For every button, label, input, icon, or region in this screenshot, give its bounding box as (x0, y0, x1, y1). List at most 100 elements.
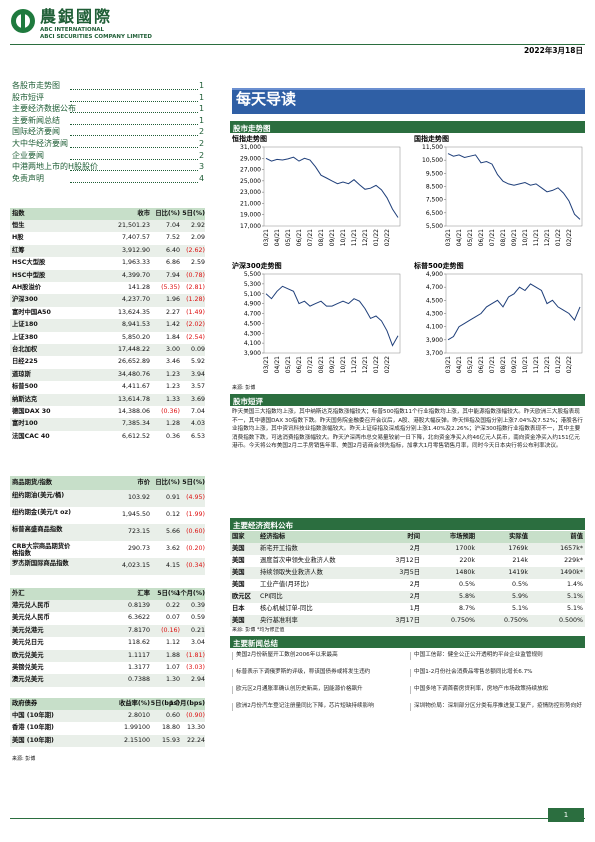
x-tick-label: 04/21 (274, 229, 281, 246)
table-row-bg (10, 418, 205, 431)
table-cell: 美国 (10年期) (12, 736, 54, 744)
table-cell: 1.30 (165, 676, 180, 684)
table-cell: 1.23 (165, 383, 180, 391)
table-cell: 13,614.78 (117, 395, 150, 403)
x-tick-label: 03/21 (263, 229, 270, 246)
x-tick-label: 11/21 (351, 356, 358, 373)
x-tick-label: 12/21 (362, 356, 369, 373)
x-tick-label: 10/21 (522, 356, 529, 373)
y-tick-label: 8,500 (426, 184, 443, 191)
table-cell: 英镑兑美元 (12, 663, 44, 671)
table-cell: 118.62 (127, 639, 150, 647)
table-cell: AH股溢价 (12, 283, 42, 291)
table-cell: 290.73 (127, 545, 150, 553)
table-cell: (2.02) (186, 321, 205, 329)
table-cell: 7.8170 (127, 626, 150, 634)
table-cell: 上证380 (12, 333, 38, 341)
table-header: 国家 (232, 533, 245, 540)
x-tick-label: 07/21 (307, 229, 314, 246)
table-cell: 3.46 (165, 358, 180, 366)
table-cell: 2.27 (165, 308, 180, 316)
table-cell: 恒生 (12, 221, 25, 229)
table-cell: 0.91 (165, 494, 180, 502)
table-cell: 34,480.76 (117, 370, 150, 378)
table-cell: 美国 (232, 616, 245, 624)
x-tick-label: 05/21 (467, 356, 474, 373)
toc-leader (70, 112, 198, 114)
x-tick-label: 08/21 (318, 229, 325, 246)
chart-title: 沪深300走势图 (232, 261, 282, 270)
table-cell: 澳元兑美元 (12, 676, 44, 684)
x-tick-label: 04/21 (456, 229, 463, 246)
table-cell: 0.750% (503, 616, 528, 624)
y-tick-label: 5,500 (426, 223, 443, 230)
table-header: 5日(%) (182, 210, 205, 217)
x-tick-label: 10/21 (522, 229, 529, 246)
table-row-bg (10, 490, 205, 507)
table-header: 前值 (570, 533, 583, 540)
table-header-bg (10, 588, 205, 600)
x-tick-label: 01/22 (373, 229, 380, 246)
news-item: 中国多地下调首套房贷利率，房地产市场政策持续放松 (410, 686, 584, 694)
table-cell: 1.12 (165, 639, 180, 647)
toc-page: 2 (199, 150, 205, 160)
table-cell: 220k (459, 556, 475, 564)
x-tick-label: 02/22 (384, 229, 391, 246)
table-cell: 5.1% (512, 604, 528, 612)
table-cell: 1700k (455, 544, 475, 552)
chart-title: 国指走势图 (414, 134, 449, 143)
table-cell: 214k (512, 556, 528, 564)
table-cell: 红筹 (12, 246, 25, 254)
table-row-bg (10, 558, 205, 575)
table-cell: 1.88 (165, 651, 180, 659)
table-cell: 8.7% (459, 604, 475, 612)
table-header: 日比(%) (155, 210, 180, 217)
table-cell: (0.16) (161, 626, 180, 634)
table-header: 1个月(%) (175, 590, 205, 597)
table-cell: 德国DAX 30 (12, 407, 51, 415)
chart-title: 恒指走势图 (231, 134, 267, 143)
x-tick-label: 05/21 (467, 229, 474, 246)
table-row-bg (10, 244, 205, 258)
x-tick-label: 06/21 (478, 229, 485, 246)
table-cell: 15.93 (161, 736, 180, 744)
y-tick-label: 25,000 (240, 178, 261, 185)
toc-page: 2 (199, 139, 205, 148)
y-tick-label: 5,300 (244, 281, 261, 288)
market-text: 昨天美国三大指数均上涨，其中纳斯达克指数涨幅较大；标普500指数11个行业指数均… (232, 409, 584, 450)
y-tick-label: 5,100 (244, 291, 261, 298)
x-tick-label: 10/21 (340, 356, 347, 373)
series-line (447, 283, 581, 341)
table-header: 政府债券 (12, 700, 38, 707)
table-cell: 标普500 (12, 383, 38, 391)
table-header-bg (10, 208, 205, 220)
toc-title: 免责声明 (12, 173, 44, 183)
toc-title: 主要新闻总结 (12, 115, 60, 125)
table-row-bg (10, 649, 205, 662)
table-cell: 1,963.33 (121, 259, 150, 267)
table-cell: (5.35) (161, 283, 180, 291)
table-cell: 1490k* (560, 568, 583, 576)
x-tick-label: 12/21 (544, 356, 551, 373)
table-cell: 8,941.53 (121, 321, 150, 329)
table-cell: 3,912.90 (121, 246, 150, 254)
table-header: 指数 (12, 210, 25, 217)
table-cell: 欧元区 (232, 592, 251, 600)
table-cell: 3.00 (165, 345, 180, 353)
footer-rule (10, 818, 585, 819)
logo-en: ABC INTERNATIONAL (40, 27, 105, 33)
x-tick-label: 11/21 (533, 229, 540, 246)
toc-title: 中港两地上市的H股股价 (12, 162, 99, 172)
table-cell: 17,448.22 (117, 345, 150, 353)
table-cell: 26,652.89 (117, 358, 150, 366)
table-cell: 7.04 (190, 407, 205, 415)
line-chart: 标普500走势图 3,700 3,900 4,100 4,300 4,500 4,700 4,… (413, 261, 583, 373)
y-tick-label: 31,000 (240, 144, 261, 151)
x-tick-label: 02/22 (566, 356, 573, 373)
table-cell: 台北加权 (12, 345, 38, 353)
title-bar (232, 88, 585, 114)
y-tick-label: 21,000 (240, 200, 261, 207)
table-cell: 富时100 (12, 420, 38, 428)
table-cell: 2.15100 (123, 736, 150, 744)
table-cell: 欧元兑美元 (12, 651, 44, 659)
